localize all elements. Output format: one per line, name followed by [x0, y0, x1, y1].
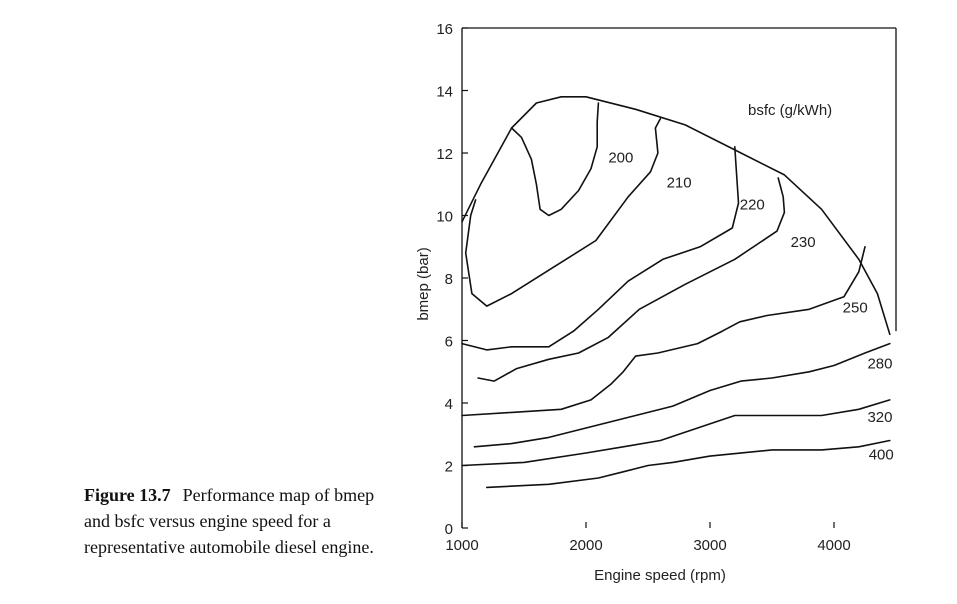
- y-tick-label: 10: [436, 209, 453, 226]
- curve-230: [477, 177, 786, 382]
- y-axis-label: bmep (bar): [415, 247, 432, 320]
- y-tick-label: 14: [436, 84, 453, 101]
- y-tick-label: 4: [445, 396, 453, 413]
- y-tick-label: 12: [436, 146, 453, 163]
- curve-200: [510, 102, 600, 217]
- curve-envelope: [461, 96, 891, 336]
- y-tick-label: 6: [445, 334, 453, 351]
- contour-curves: [461, 96, 891, 489]
- contour-label-400: 400: [869, 446, 894, 463]
- x-tick-label: 1000: [445, 537, 478, 554]
- x-tick-label: 2000: [569, 537, 602, 554]
- y-tick-label: 2: [445, 459, 453, 476]
- x-axis-label: Engine speed (rpm): [594, 567, 726, 584]
- curve-220: [461, 146, 740, 351]
- contour-labels: 200 210 220 230 250 280 320 400: [608, 149, 893, 463]
- contour-label-320: 320: [867, 409, 892, 426]
- contour-label-210: 210: [667, 174, 692, 191]
- axis-ticks: 0 2 4 6 8 10 12 14 16 1000 2000 3000 4000: [436, 21, 850, 554]
- contour-label-220: 220: [740, 196, 765, 213]
- x-tick-label: 3000: [693, 537, 726, 554]
- y-tick-label: 0: [445, 521, 453, 538]
- y-tick-label: 16: [436, 21, 453, 38]
- curve-280: [473, 342, 891, 448]
- contour-label-250: 250: [843, 299, 868, 316]
- contour-label-230: 230: [791, 234, 816, 251]
- figure-caption-text: Performance map of bmep and bsfc versus …: [84, 485, 375, 557]
- contour-label-280: 280: [867, 356, 892, 373]
- x-tick-label: 4000: [817, 537, 850, 554]
- curve-250: [461, 246, 866, 417]
- legend-title: bsfc (g/kWh): [748, 102, 832, 119]
- curve-400: [485, 439, 891, 489]
- curve-210: [464, 117, 662, 307]
- figure-label: Figure 13.7: [84, 485, 171, 505]
- contour-label-200: 200: [608, 149, 633, 166]
- y-tick-label: 8: [445, 271, 453, 288]
- figure-caption: Figure 13.7 Performance map of bmep and b…: [84, 482, 394, 560]
- curve-320: [461, 399, 891, 467]
